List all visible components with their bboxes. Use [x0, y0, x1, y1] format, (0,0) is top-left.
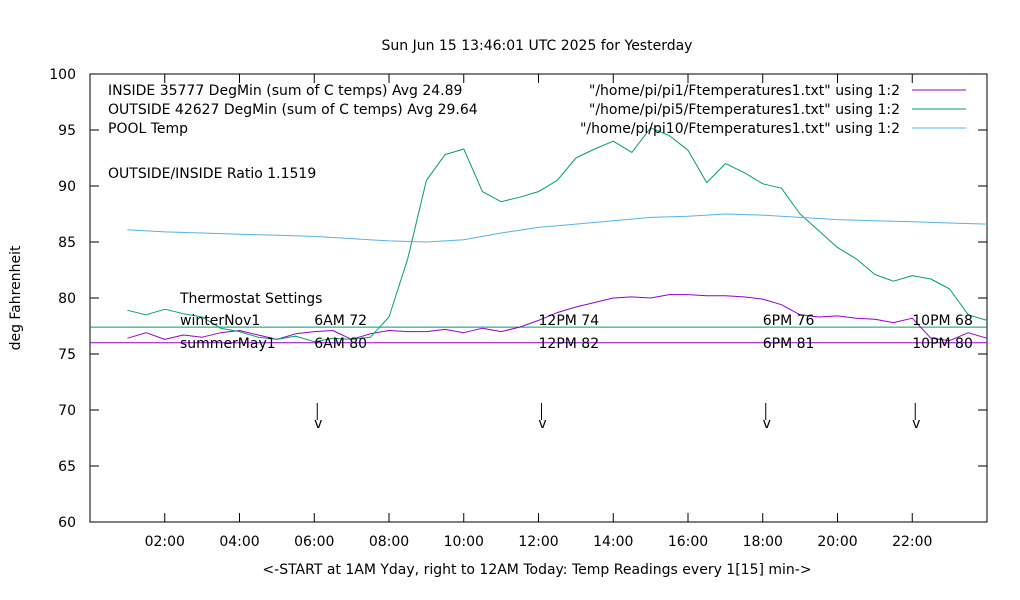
x-tick-label: 12:00 [518, 534, 558, 550]
summer-label: summerMay1 [180, 336, 276, 352]
x-tick-label: 14:00 [593, 534, 633, 550]
schedule-arrow-head: v [912, 416, 920, 432]
legend-outside-file: "/home/pi/pi5/Ftemperatures1.txt" using … [589, 102, 900, 118]
schedule-arrow-head: v [314, 416, 322, 432]
ratio-annotation: OUTSIDE/INSIDE Ratio 1.1519 [108, 166, 316, 182]
x-tick-label: 10:00 [444, 534, 484, 550]
series-lines [127, 127, 988, 343]
y-tick-label: 95 [58, 123, 76, 139]
y-tick-label: 65 [58, 459, 76, 475]
schedule-winter-label: 6PM 76 [763, 313, 815, 329]
y-tick-label: 100 [49, 67, 76, 83]
thermostat-reference-lines [90, 326, 987, 344]
x-tick-label: 08:00 [369, 534, 409, 550]
legend-inside-file: "/home/pi/pi1/Ftemperatures1.txt" using … [589, 83, 900, 99]
legend-outside-name: OUTSIDE 42627 DegMin (sum of C temps) Av… [108, 102, 478, 118]
schedule-winter-label: 12PM 74 [539, 313, 600, 329]
thermostat-schedule: 6AM 72 6AM 80 v 12PM 74 12PM 82 v 6PM 76 6PM 81… [314, 313, 973, 432]
x-tick-label: 22:00 [892, 534, 932, 550]
y-axis-ticks: 60 65 70 75 80 85 90 95 100 [49, 67, 987, 531]
schedule-winter-label: 6AM 72 [314, 313, 367, 329]
schedule-summer-label: 10PM 80 [912, 336, 973, 352]
schedule-arrow-head: v [763, 416, 771, 432]
x-axis-ticks: 02:00 04:00 06:00 08:00 10:00 12:00 14:00 16:00… [145, 74, 932, 550]
series-inside-line [127, 294, 988, 342]
series-outside-line [127, 127, 988, 343]
y-axis-label: deg Fahrenheit [8, 245, 24, 350]
legend-pool-file: "/home/pi/pi10/Ftemperatures1.txt" using… [580, 121, 900, 137]
x-tick-label: 18:00 [743, 534, 783, 550]
y-tick-label: 75 [58, 347, 76, 363]
schedule-summer-label: 12PM 82 [539, 336, 600, 352]
schedule-winter-label: 10PM 68 [912, 313, 973, 329]
y-tick-label: 85 [58, 235, 76, 251]
x-tick-label: 02:00 [145, 534, 185, 550]
x-tick-label: 04:00 [219, 534, 259, 550]
legend: INSIDE 35777 DegMin (sum of C temps) Avg… [108, 83, 966, 137]
y-tick-label: 70 [58, 403, 76, 419]
legend-inside-name: INSIDE 35777 DegMin (sum of C temps) Avg… [108, 83, 462, 99]
chart-title: Sun Jun 15 13:46:01 UTC 2025 for Yesterd… [382, 38, 693, 54]
winter-label: winterNov1 [180, 313, 260, 329]
x-tick-label: 20:00 [817, 534, 857, 550]
y-tick-label: 80 [58, 291, 76, 307]
x-tick-label: 16:00 [668, 534, 708, 550]
y-tick-label: 90 [58, 179, 76, 195]
schedule-summer-label: 6AM 80 [314, 336, 367, 352]
y-tick-label: 60 [58, 515, 76, 531]
schedule-arrow-head: v [538, 416, 546, 432]
x-axis-label: <-START at 1AM Yday, right to 12AM Today… [262, 562, 811, 578]
schedule-summer-label: 6PM 81 [763, 336, 815, 352]
series-pool-line [127, 213, 988, 243]
x-tick-label: 06:00 [294, 534, 334, 550]
legend-pool-name: POOL Temp [108, 121, 188, 137]
thermostat-title: Thermostat Settings [179, 291, 322, 307]
